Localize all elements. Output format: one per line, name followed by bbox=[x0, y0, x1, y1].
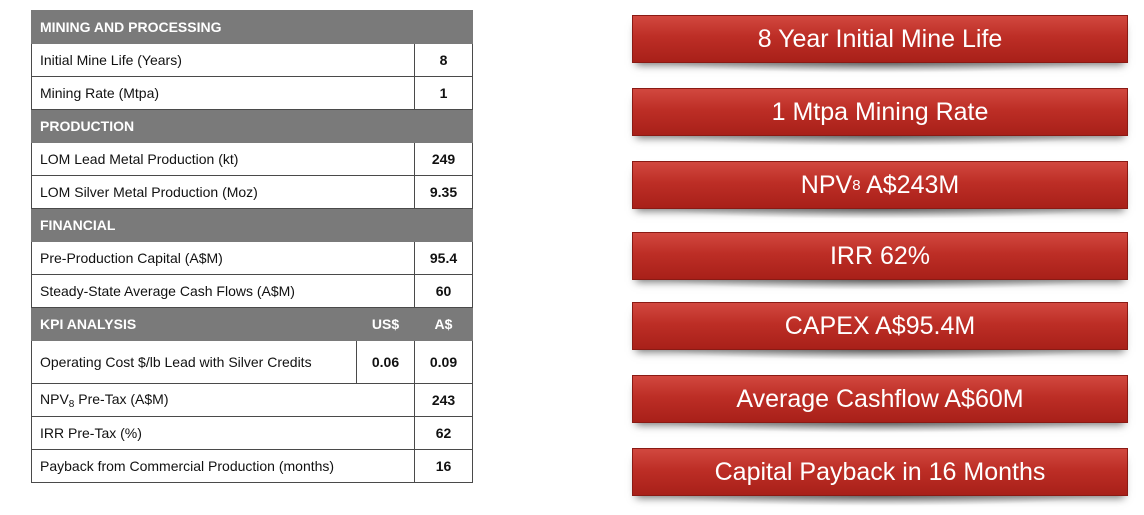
banner-shadow bbox=[662, 136, 1098, 146]
row-value-usd: 0.06 bbox=[356, 340, 415, 384]
row-label: Pre-Production Capital (A$M) bbox=[31, 241, 415, 275]
row-value: 62 bbox=[414, 416, 473, 450]
row-label: Operating Cost $/lb Lead with Silver Cre… bbox=[31, 340, 357, 384]
row-value-aud: 0.09 bbox=[414, 340, 473, 384]
row-label: Initial Mine Life (Years) bbox=[31, 43, 415, 77]
table-row: Operating Cost $/lb Lead with Silver Cre… bbox=[31, 340, 473, 384]
row-value: 1 bbox=[414, 76, 473, 110]
banner-cashflow-wrap: Average Cashflow A$60M bbox=[632, 375, 1128, 433]
banner-npv-prefix: NPV bbox=[800, 170, 853, 199]
row-value: 16 bbox=[414, 449, 473, 483]
section-title: KPI ANALYSIS bbox=[31, 307, 357, 341]
row-label: Mining Rate (Mtpa) bbox=[31, 76, 415, 110]
banner-irr: IRR 62% bbox=[632, 232, 1128, 280]
table-row: LOM Silver Metal Production (Moz) 9.35 bbox=[31, 175, 473, 209]
banner-npv: NPV 8 A$243M bbox=[632, 161, 1128, 209]
table-row: Pre-Production Capital (A$M) 95.4 bbox=[31, 241, 473, 275]
npv-suffix: Pre-Tax (A$M) bbox=[74, 390, 169, 407]
section-title: PRODUCTION bbox=[31, 109, 473, 143]
banner-shadow bbox=[662, 280, 1098, 290]
banner-mining-rate: 1 Mtpa Mining Rate bbox=[632, 88, 1128, 136]
banner-shadow bbox=[662, 496, 1098, 506]
table-row: Payback from Commercial Production (mont… bbox=[31, 449, 473, 483]
section-header-financial: FINANCIAL bbox=[31, 208, 473, 242]
banner-shadow bbox=[662, 350, 1098, 360]
section-title: FINANCIAL bbox=[31, 208, 473, 242]
npv-prefix: NPV bbox=[40, 390, 69, 407]
banner-capex: CAPEX A$95.4M bbox=[632, 302, 1128, 350]
row-value: 249 bbox=[414, 142, 473, 176]
table-row: LOM Lead Metal Production (kt) 249 bbox=[31, 142, 473, 176]
kpi-summary-table: MINING AND PROCESSING Initial Mine Life … bbox=[31, 10, 473, 483]
row-label: Steady-State Average Cash Flows (A$M) bbox=[31, 274, 415, 308]
section-title: MINING AND PROCESSING bbox=[31, 10, 473, 44]
banner-npv-wrap: NPV 8 A$243M bbox=[632, 161, 1128, 219]
row-label: Payback from Commercial Production (mont… bbox=[31, 449, 415, 483]
banner-npv-suffix: A$243M bbox=[860, 170, 960, 199]
section-header-kpi: KPI ANALYSIS US$ A$ bbox=[31, 307, 473, 341]
npv-subscript: 8 bbox=[68, 398, 75, 410]
row-label: LOM Silver Metal Production (Moz) bbox=[31, 175, 415, 209]
column-header-usd: US$ bbox=[356, 307, 415, 341]
banner-cashflow: Average Cashflow A$60M bbox=[632, 375, 1128, 423]
row-value: 9.35 bbox=[414, 175, 473, 209]
row-label: IRR Pre-Tax (%) bbox=[31, 416, 415, 450]
banner-irr-wrap: IRR 62% bbox=[632, 232, 1128, 290]
banner-capex-wrap: CAPEX A$95.4M bbox=[632, 302, 1128, 360]
banner-mine-life: 8 Year Initial Mine Life bbox=[632, 15, 1128, 63]
banner-shadow bbox=[662, 209, 1098, 219]
banner-payback: Capital Payback in 16 Months bbox=[632, 448, 1128, 496]
row-value: 95.4 bbox=[414, 241, 473, 275]
section-header-production: PRODUCTION bbox=[31, 109, 473, 143]
banner-shadow bbox=[662, 423, 1098, 433]
table-row: IRR Pre-Tax (%) 62 bbox=[31, 416, 473, 450]
section-header-mining: MINING AND PROCESSING bbox=[31, 10, 473, 44]
table-row: Mining Rate (Mtpa) 1 bbox=[31, 76, 473, 110]
row-label: LOM Lead Metal Production (kt) bbox=[31, 142, 415, 176]
row-label: NPV8 Pre-Tax (A$M) bbox=[31, 383, 415, 417]
table-row: NPV8 Pre-Tax (A$M) 243 bbox=[31, 383, 473, 417]
table-row: Initial Mine Life (Years) 8 bbox=[31, 43, 473, 77]
table-row: Steady-State Average Cash Flows (A$M) 60 bbox=[31, 274, 473, 308]
row-value: 8 bbox=[414, 43, 473, 77]
row-value: 60 bbox=[414, 274, 473, 308]
banner-mine-life-wrap: 8 Year Initial Mine Life bbox=[632, 15, 1128, 73]
banner-payback-wrap: Capital Payback in 16 Months bbox=[632, 448, 1128, 506]
banner-shadow bbox=[662, 63, 1098, 73]
banner-mining-rate-wrap: 1 Mtpa Mining Rate bbox=[632, 88, 1128, 146]
row-value: 243 bbox=[414, 383, 473, 417]
banner-npv-subscript: 8 bbox=[852, 176, 861, 194]
column-header-aud: A$ bbox=[414, 307, 473, 341]
